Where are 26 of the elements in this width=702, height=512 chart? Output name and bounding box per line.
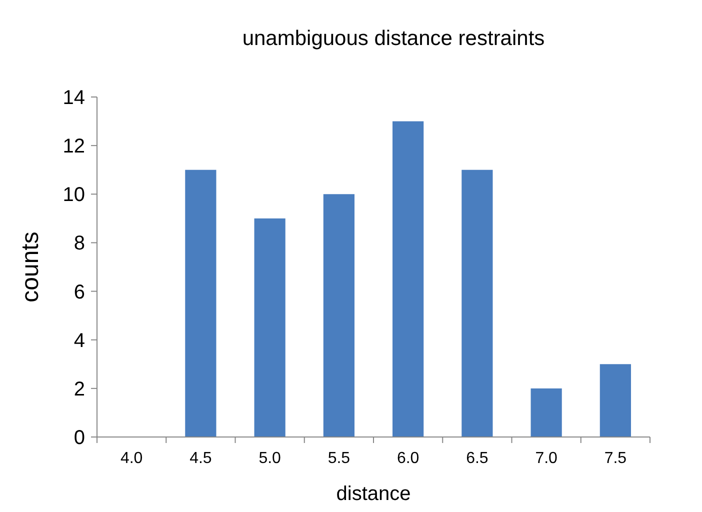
- bar: [254, 218, 286, 437]
- bar: [600, 364, 631, 437]
- y-tick-label: 8: [74, 232, 85, 255]
- x-tick-label: 4.0: [120, 450, 143, 467]
- x-tick-label: 7.5: [604, 450, 627, 467]
- y-tick-label: 6: [74, 281, 85, 304]
- y-tick-label: 4: [74, 330, 85, 352]
- x-tick-label: 7.0: [535, 450, 558, 467]
- bar: [530, 388, 562, 437]
- y-tick-label: 10: [62, 184, 85, 206]
- x-tick-label: 4.5: [190, 450, 212, 467]
- bar: [392, 121, 424, 437]
- bar: [462, 170, 493, 437]
- x-tick-label: 5.5: [328, 450, 350, 467]
- y-tick-label: 0: [74, 427, 85, 449]
- y-tick-label: 14: [62, 87, 85, 109]
- y-axis-title: counts: [17, 232, 44, 302]
- x-tick-label: 6.5: [466, 450, 488, 467]
- y-tick-label: 12: [62, 136, 85, 158]
- bar: [323, 194, 354, 437]
- x-axis-title: distance: [336, 483, 411, 505]
- y-tick-label: 2: [74, 378, 85, 400]
- chart-title: unambiguous distance restraints: [242, 27, 545, 50]
- x-tick-label: 6.0: [396, 450, 420, 467]
- bar: [185, 170, 216, 437]
- x-tick-label: 5.0: [258, 450, 282, 467]
